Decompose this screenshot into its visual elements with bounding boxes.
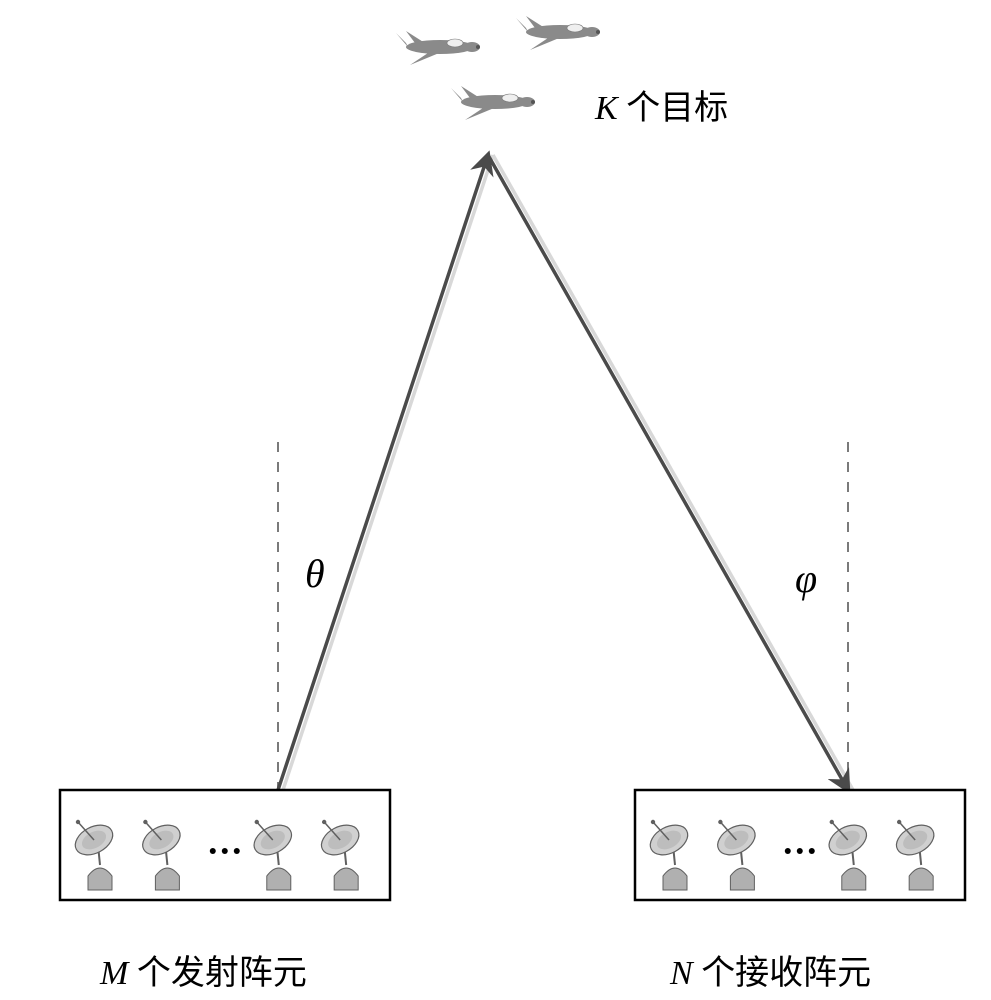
diagram-stage: K 个目标 θ φ M 个发射阵元 N 个接收阵元	[0, 0, 991, 1000]
rx-array-label-text: 个接收阵元	[693, 955, 872, 992]
tx-array-label-var: M	[100, 955, 128, 992]
target-plane-icon	[451, 86, 535, 120]
target-to-rx-arrow	[488, 155, 848, 790]
targets-label-text: 个目标	[618, 90, 729, 127]
rx-array-label: N 个接收阵元	[670, 945, 871, 994]
tx-array-label-text: 个发射阵元	[128, 955, 307, 992]
targets-label: K 个目标	[595, 80, 728, 129]
target-plane-icon	[516, 16, 600, 50]
rx-array-label-var: N	[670, 955, 693, 992]
tx-array-label: M 个发射阵元	[100, 945, 307, 994]
phi-label: φ	[795, 555, 817, 602]
target-plane-icon	[396, 31, 480, 65]
theta-label: θ	[305, 550, 325, 597]
targets-label-var: K	[595, 90, 618, 127]
tx-to-target-arrow	[278, 155, 488, 790]
